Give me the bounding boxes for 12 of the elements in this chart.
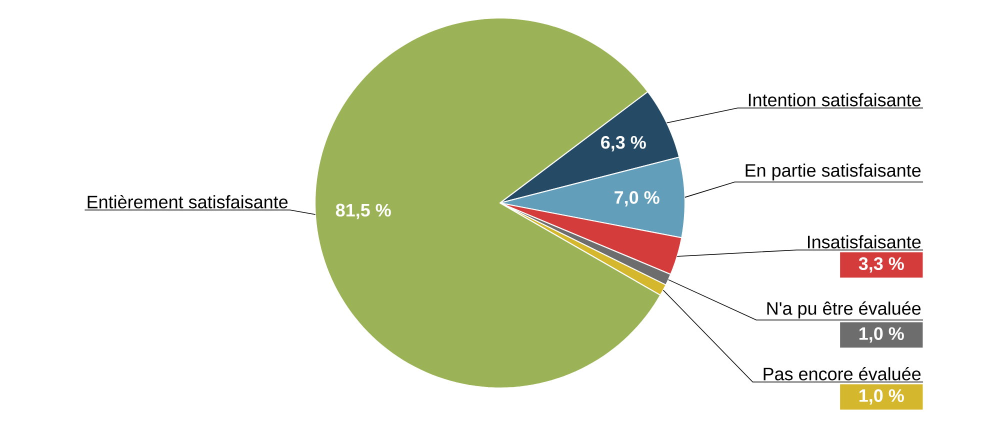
slice-label: Intention satisfaisante bbox=[748, 93, 921, 106]
slice-label: En partie satisfaisante bbox=[746, 164, 921, 180]
data-label: 1,0 % bbox=[860, 389, 904, 405]
data-label: 81,5 % bbox=[336, 204, 391, 220]
slice-label: Pas encore évaluée bbox=[764, 366, 921, 380]
data-label: 7,0 % bbox=[614, 191, 660, 206]
slice-label: Insatisfaisante bbox=[808, 235, 921, 248]
data-label: 1,0 % bbox=[860, 327, 904, 343]
slice-label: Entièrement satisfaisante bbox=[88, 194, 288, 208]
data-label: 6,3 % bbox=[601, 136, 646, 152]
slice-label: N'a pu être évaluée bbox=[767, 301, 921, 318]
data-label: 3,3 % bbox=[858, 257, 904, 273]
